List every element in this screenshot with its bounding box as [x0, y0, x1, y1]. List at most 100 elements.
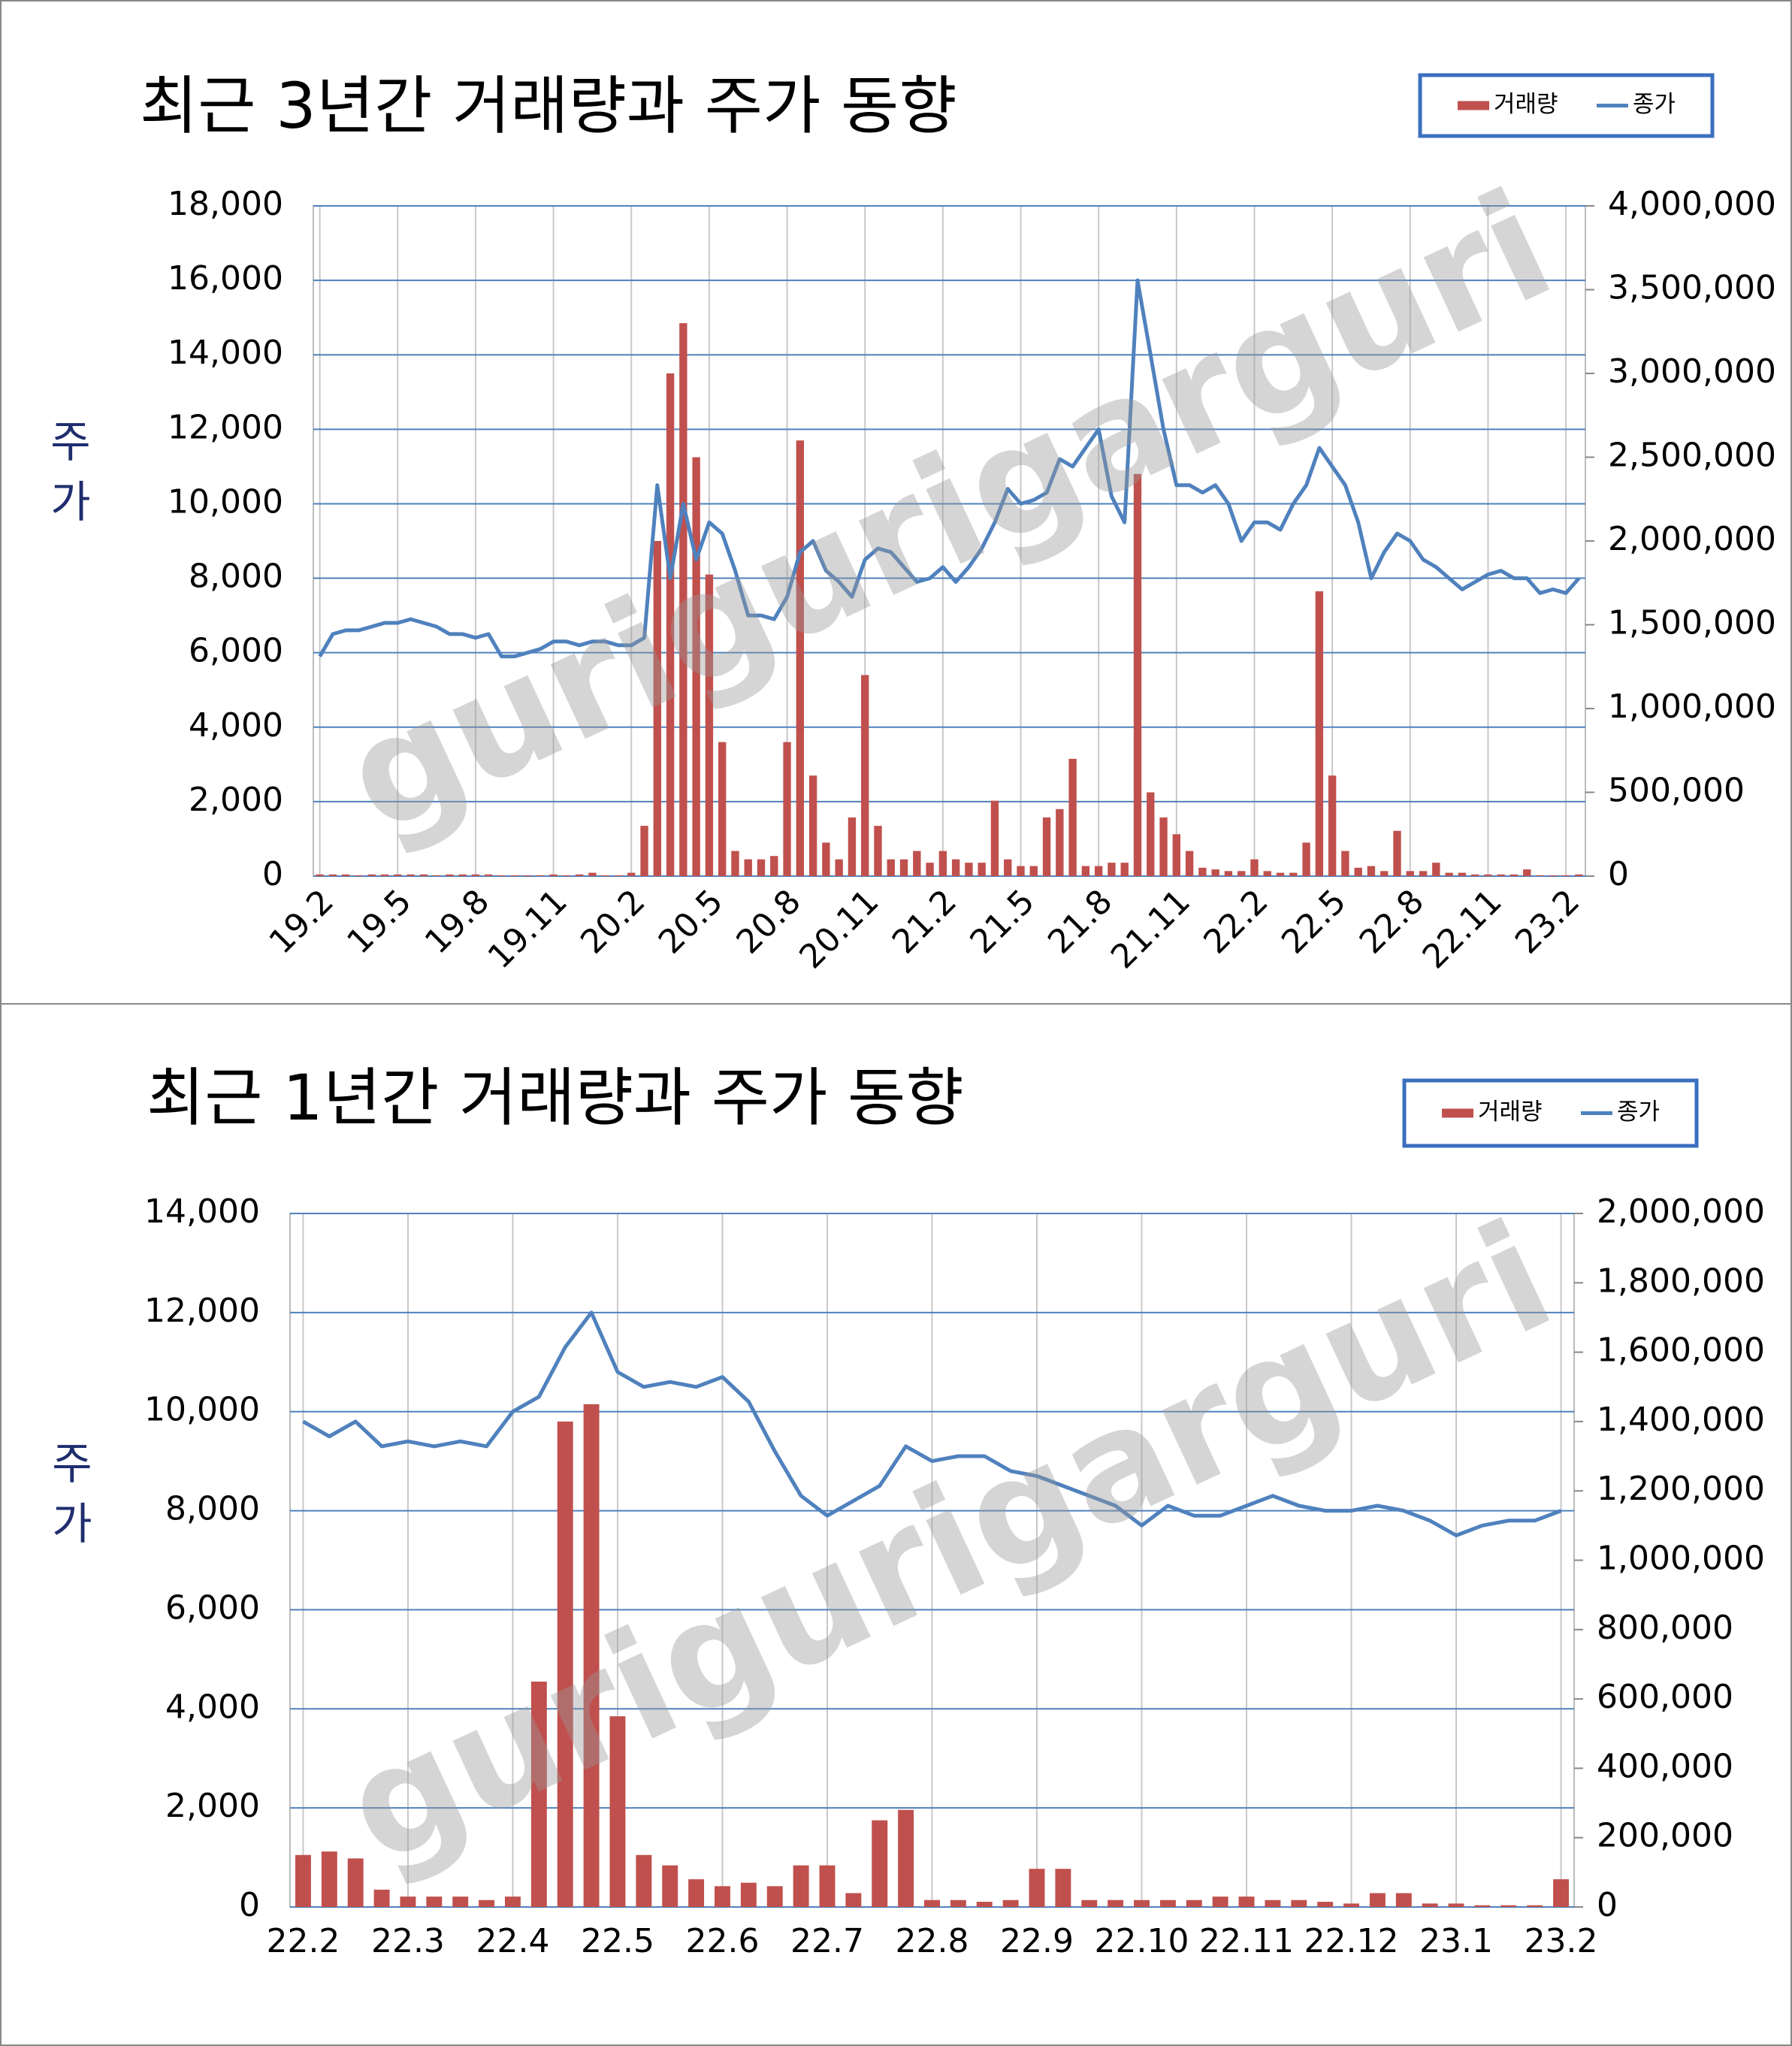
volume-bar — [347, 1858, 364, 1907]
volume-bar — [848, 817, 857, 876]
volume-bar — [458, 874, 467, 876]
volume-bar — [367, 874, 376, 876]
y-tick-label: 4,000 — [189, 706, 283, 745]
volume-bar — [583, 1404, 600, 1907]
volume-bar — [485, 874, 493, 876]
volume-bar — [822, 842, 830, 876]
volume-bar — [731, 851, 739, 876]
volume-bar — [321, 1851, 337, 1907]
volume-bar — [406, 874, 415, 876]
volume-bar — [1575, 874, 1583, 876]
volume-bar — [1186, 1899, 1202, 1907]
y2-tick-label: 1,000,000 — [1597, 1540, 1765, 1578]
volume-bar — [400, 1896, 416, 1907]
y-tick-label: 12,000 — [168, 408, 283, 446]
volume-bar — [872, 1820, 888, 1907]
volume-bar — [1419, 871, 1428, 876]
volume-bar — [1445, 872, 1453, 876]
y-tick-label: 8,000 — [189, 558, 283, 596]
volume-bar — [1523, 869, 1531, 876]
y-tick-label: 14,000 — [144, 1192, 260, 1231]
y-tick-label: 6,000 — [189, 632, 283, 670]
volume-bar — [1133, 473, 1142, 876]
volume-bar — [328, 874, 337, 876]
volume-bar — [1341, 851, 1349, 876]
y-tick-label: 4,000 — [165, 1688, 260, 1726]
x-tick-label: 23.2 — [1525, 1922, 1598, 1960]
volume-bar — [653, 541, 661, 876]
volume-bar — [1029, 866, 1038, 876]
volume-bar — [965, 863, 973, 876]
volume-bar — [715, 1886, 730, 1907]
volume-bar — [688, 1879, 705, 1907]
volume-bar — [1004, 859, 1012, 876]
volume-bar — [614, 875, 623, 876]
volume-bar — [1238, 1896, 1255, 1907]
volume-bar — [1094, 866, 1103, 876]
y2-tick-label: 1,000,000 — [1608, 688, 1776, 726]
legend-label: 종가 — [1617, 1099, 1660, 1126]
volume-bar — [757, 859, 766, 876]
x-tick-label: 22.10 — [1095, 1922, 1189, 1960]
volume-bar — [471, 874, 480, 876]
volume-bar — [666, 373, 675, 876]
volume-bar — [1393, 830, 1401, 876]
volume-bar — [924, 1899, 940, 1907]
volume-bar — [1549, 875, 1557, 876]
volume-bar — [1470, 874, 1479, 876]
volume-bar — [523, 875, 532, 876]
volume-bar — [898, 1809, 914, 1907]
y2-tick-label: 600,000 — [1597, 1678, 1733, 1716]
y2-tick-label: 1,200,000 — [1597, 1470, 1765, 1508]
volume-bar — [1406, 871, 1414, 876]
volume-bar — [951, 859, 960, 876]
volume-bar — [640, 826, 648, 876]
volume-bar — [1237, 871, 1246, 876]
volume-bar — [1017, 866, 1025, 876]
x-tick-label: 22.11 — [1199, 1922, 1294, 1960]
volume-bar — [1509, 874, 1519, 876]
volume-bar — [1081, 1899, 1098, 1907]
y2-tick-label: 500,000 — [1608, 772, 1745, 810]
x-tick-label: 23.1 — [1419, 1922, 1493, 1960]
volume-bar — [1343, 1903, 1360, 1907]
volume-bar — [845, 1893, 862, 1907]
volume-bar — [1474, 1905, 1491, 1907]
volume-bar — [808, 775, 817, 876]
y2-tick-label: 3,000,000 — [1608, 352, 1776, 391]
volume-bar — [1395, 1893, 1412, 1907]
volume-bar — [419, 874, 428, 876]
volume-bar — [609, 1716, 626, 1907]
y-axis-label: 주가 — [43, 1440, 94, 1561]
volume-bar — [705, 574, 714, 876]
x-tick-label: 22.8 — [896, 1922, 969, 1960]
plot-area — [313, 205, 1586, 877]
y2-tick-label: 2,000,000 — [1608, 520, 1776, 558]
volume-bar — [913, 851, 921, 876]
volume-bar — [426, 1896, 443, 1907]
legend-label: 종가 — [1633, 91, 1676, 118]
volume-bar — [1263, 871, 1271, 876]
volume-bar — [1380, 871, 1389, 876]
volume-bar — [446, 874, 454, 876]
legend-box — [1402, 1078, 1699, 1148]
volume-bar — [766, 1886, 783, 1907]
volume-bar — [1029, 1869, 1045, 1907]
volume-bar — [588, 872, 597, 876]
volume-bar — [1289, 872, 1298, 876]
x-tick-label: 22.5 — [581, 1922, 654, 1960]
volume-bar — [557, 1421, 573, 1907]
volume-bar — [316, 874, 324, 876]
x-tick-label: 22.6 — [685, 1922, 759, 1960]
volume-bar — [601, 875, 609, 876]
volume-bar — [1147, 792, 1155, 876]
volume-bar — [394, 874, 402, 876]
volume-bar — [1185, 851, 1194, 876]
x-tick-label: 22.7 — [790, 1922, 864, 1960]
volume-bar — [373, 1889, 390, 1907]
volume-bar — [1422, 1903, 1438, 1907]
volume-bar — [1265, 1899, 1281, 1907]
legend-label: 거래량 — [1494, 91, 1558, 118]
chart-title: 최근 1년간 거래량과 주가 동향 — [147, 1061, 964, 1135]
volume-bar — [1159, 1899, 1176, 1907]
